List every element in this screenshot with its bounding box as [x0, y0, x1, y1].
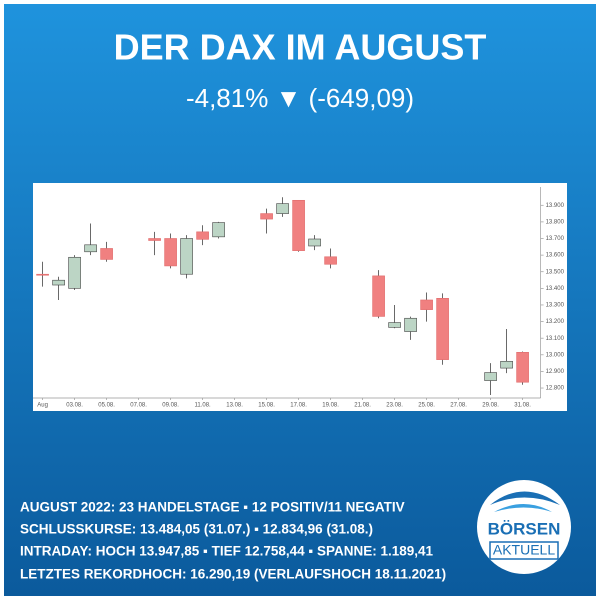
footer-line: SCHLUSSKURSE: 13.484,05 (31.07.) ▪ 12.83… [20, 522, 373, 537]
x-tick-label: 15.08. [258, 403, 275, 409]
footer-line: INTRADAY: HOCH 13.947,85 ▪ TIEF 12.758,4… [20, 544, 433, 559]
x-tick-label: 27.08. [450, 403, 467, 409]
candle-body [180, 238, 193, 275]
logo-text: AKTUELL [493, 542, 555, 558]
y-tick-label: 13.600 [546, 253, 565, 259]
x-tick-label: 09.08. [162, 403, 179, 409]
candle-body [308, 238, 321, 247]
logo-box [489, 541, 559, 560]
footer-line: LETZTES REKORDHOCH: 16.290,19 (VERLAUFSH… [20, 567, 446, 582]
candle-body [324, 256, 337, 265]
logo: BÖRSEN AKTUELL [477, 480, 571, 574]
x-tick-label: 31.08. [514, 403, 531, 409]
x-tick-label: 07.08. [130, 403, 147, 409]
candle-body [372, 275, 385, 317]
candle-body [484, 372, 497, 381]
candle-body [148, 238, 161, 241]
footer-line: AUGUST 2022: 23 HANDELSTAGE ▪ 12 POSITIV… [20, 500, 405, 515]
logo-swoosh [494, 504, 552, 512]
plot: 12.800 12.900 13.000 13.100 13.200 13.300 13.4… [33, 187, 565, 409]
candle-body [36, 273, 49, 276]
candle-body [420, 299, 433, 310]
logo-circle [477, 480, 571, 574]
candle-body [68, 256, 81, 289]
x-tick-label: 25.08. [418, 403, 435, 409]
y-tick-label: 13.900 [546, 203, 565, 209]
y-tick-label: 12.900 [546, 369, 565, 375]
candle-body [436, 298, 449, 360]
candle-body [212, 222, 225, 238]
y-tick-label: 13.100 [546, 336, 565, 342]
logo-swoosh [490, 491, 560, 505]
candle-body [52, 279, 65, 286]
logo-text: BÖRSEN [488, 519, 561, 538]
subtitle: -4,81% ▼ (-649,09) [186, 83, 414, 113]
y-tick-label: 12.800 [546, 386, 565, 392]
candle-body [404, 317, 417, 332]
candle-body [500, 360, 513, 369]
y-tick-label: 13.200 [546, 319, 565, 325]
x-tick-label: 23.08. [386, 403, 403, 409]
candle-body [84, 244, 97, 253]
x-tick-label: 03.08. [66, 403, 83, 409]
x-tick-label: 13.08. [226, 403, 243, 409]
y-tick-label: 13.700 [546, 236, 565, 242]
x-tick-label: 17.08. [290, 403, 307, 409]
x-tick-label: 11.08. [194, 403, 211, 409]
candle-body [516, 352, 529, 383]
y-tick-label: 13.000 [546, 352, 565, 358]
candle-body [276, 203, 289, 214]
candle-body [292, 199, 305, 251]
y-tick-label: 13.500 [546, 269, 565, 275]
candle-body [100, 248, 113, 260]
title: DER DAX IM AUGUST [114, 27, 487, 68]
y-tick-label: 13.800 [546, 219, 565, 225]
candle-body [196, 231, 209, 240]
x-tick-label: Aug [37, 403, 48, 409]
candle-body [260, 213, 273, 220]
x-tick-label: 05.08. [98, 403, 115, 409]
x-tick-label: 29.08. [482, 403, 499, 409]
x-tick-label: 21.08. [354, 403, 371, 409]
x-tick-label: 19.08. [322, 403, 339, 409]
y-tick-label: 13.400 [546, 286, 565, 292]
candle-body [164, 238, 177, 267]
y-tick-label: 13.300 [546, 303, 565, 309]
candle-body [388, 322, 401, 328]
